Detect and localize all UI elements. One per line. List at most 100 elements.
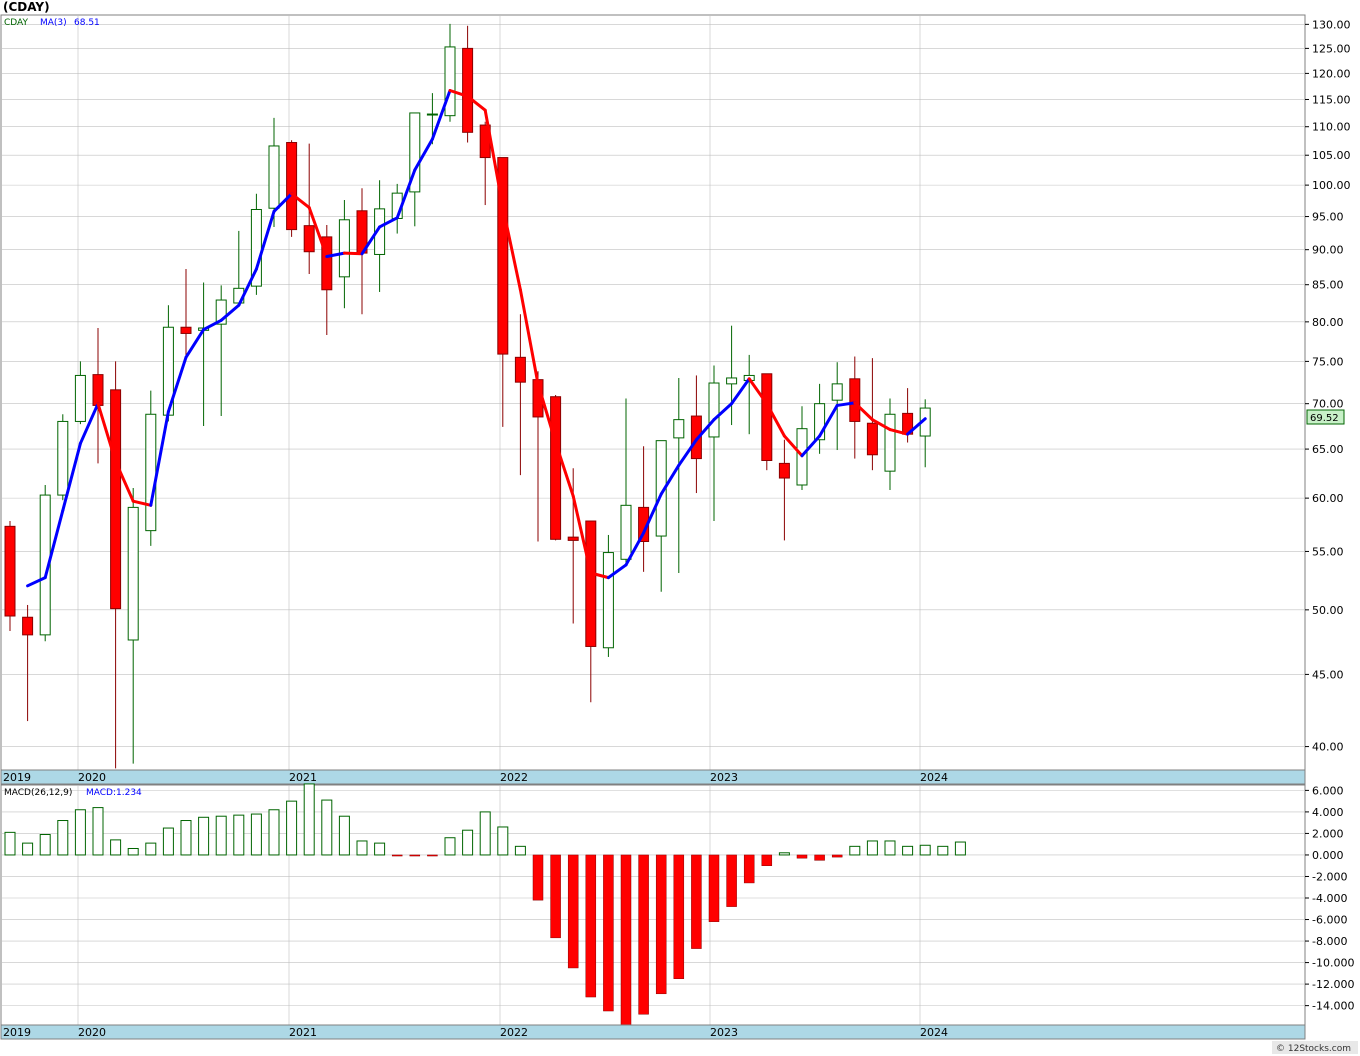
price-tick-label: 115.00 (1312, 93, 1351, 106)
ma-segment (888, 428, 910, 436)
candle-up (57, 420, 69, 496)
candle-up (374, 208, 386, 255)
price-tick-label: 110.00 (1312, 121, 1351, 134)
ma-segment (501, 205, 522, 292)
ma-segment (131, 499, 153, 507)
macd-tick-label: -4.000 (1312, 892, 1347, 905)
macd-y-axis: 6.000 4.000 2.000 0.000 -2.000 -4.000 -6.000 -8… (1305, 784, 1354, 1013)
candle-down (303, 225, 315, 253)
ma-segment (870, 418, 892, 432)
macd-tick-label: 2.000 (1312, 827, 1344, 840)
ma-segment (378, 216, 399, 229)
candle-down (514, 356, 526, 383)
candle-up (426, 113, 438, 116)
macd-tick-label: 6.000 (1312, 784, 1344, 797)
ma-segment (694, 418, 716, 442)
candle-down (866, 422, 878, 456)
macd-histogram (4, 783, 966, 1028)
ma-segment (219, 303, 241, 322)
macd-bar-negative (603, 854, 614, 1012)
macd-legend-value: MACD:1.234 (86, 788, 142, 798)
macd-bar-positive (919, 844, 931, 856)
macd-bar-positive (145, 842, 157, 856)
price-tick-label: 55.00 (1312, 545, 1344, 558)
price-grid (1, 15, 1305, 770)
price-tick-label: 85.00 (1312, 279, 1344, 292)
ma-segment (642, 492, 663, 535)
ma-segment (536, 382, 558, 445)
price-tick-label: 60.00 (1312, 492, 1344, 505)
price-tick-label: 120.00 (1312, 67, 1351, 80)
candle-up (409, 112, 421, 193)
ma-segment (906, 417, 927, 436)
macd-bar-positive (39, 834, 51, 856)
ma-segment (818, 403, 839, 438)
macd-bar-positive (286, 800, 298, 856)
ma-segment (325, 251, 346, 259)
macd-tick-label: 4.000 (1312, 806, 1344, 819)
macd-bar-negative (691, 854, 702, 949)
price-candles (4, 23, 931, 769)
macd-bar-negative (814, 854, 825, 861)
macd-bar-positive (127, 847, 139, 856)
ma-segment (835, 401, 857, 407)
macd-bar-negative (673, 854, 685, 979)
macd-bar-positive (902, 845, 914, 856)
ma-segment (554, 441, 575, 498)
ma-segment (747, 377, 769, 406)
macd-bar-negative (726, 854, 737, 907)
candle-down (321, 236, 333, 291)
macd-bar-positive (198, 816, 210, 856)
candle-up (708, 382, 720, 438)
macd-panel-frame (0, 784, 1306, 1026)
candle-up (338, 219, 350, 278)
macd-bar-negative (409, 854, 421, 857)
macd-bar-negative (620, 854, 632, 1028)
macd-year-label: 2019 (3, 1026, 31, 1039)
candle-down (22, 616, 34, 636)
ma-segment (272, 192, 294, 213)
macd-year-label: 2021 (289, 1026, 317, 1039)
candle-up (673, 419, 685, 439)
macd-bar-positive (215, 815, 227, 856)
candle-down (462, 47, 474, 133)
macd-bar-positive (180, 820, 192, 856)
price-tick-label: 105.00 (1312, 149, 1351, 162)
candle-up (814, 403, 826, 441)
ma-segment (166, 355, 188, 414)
price-x-axis: 2019 2020 2021 2022 2023 2024 (3, 771, 948, 784)
macd-bar-positive (268, 809, 280, 856)
price-tick-label: 45.00 (1312, 668, 1344, 681)
macd-bar-positive (514, 845, 526, 856)
ma-segment (589, 571, 610, 580)
macd-bar-positive (884, 840, 896, 856)
macd-bar-negative (585, 854, 597, 998)
candle-down (92, 374, 104, 406)
price-tick-label: 40.00 (1312, 741, 1344, 754)
legend-symbol: CDAY (4, 18, 29, 28)
price-tick-label: 70.00 (1312, 398, 1344, 411)
candle-down (180, 326, 192, 334)
price-tick-label: 125.00 (1312, 42, 1351, 55)
macd-bar-negative (532, 854, 544, 901)
candle-down (778, 462, 790, 479)
price-year-label: 2022 (500, 771, 528, 784)
ma-segment (659, 463, 681, 496)
price-tick-label: 50.00 (1312, 604, 1344, 617)
macd-bar-positive (92, 807, 104, 856)
ma-segment (395, 168, 417, 220)
ma-segment (677, 438, 698, 467)
macd-bar-positive (374, 842, 386, 856)
ma-segment (430, 88, 452, 141)
chart-title: (CDAY) (3, 0, 50, 14)
macd-bar-positive (250, 813, 262, 856)
macd-tick-label: 0.000 (1312, 849, 1344, 862)
price-tick-label: 80.00 (1312, 316, 1344, 329)
macd-bar-negative (550, 854, 561, 939)
macd-bar-positive (356, 840, 368, 856)
candle-up (74, 374, 86, 422)
ma-segment (448, 88, 470, 98)
macd-bar-positive (497, 826, 509, 856)
candle-down (497, 157, 509, 355)
ma-segment (342, 251, 364, 256)
